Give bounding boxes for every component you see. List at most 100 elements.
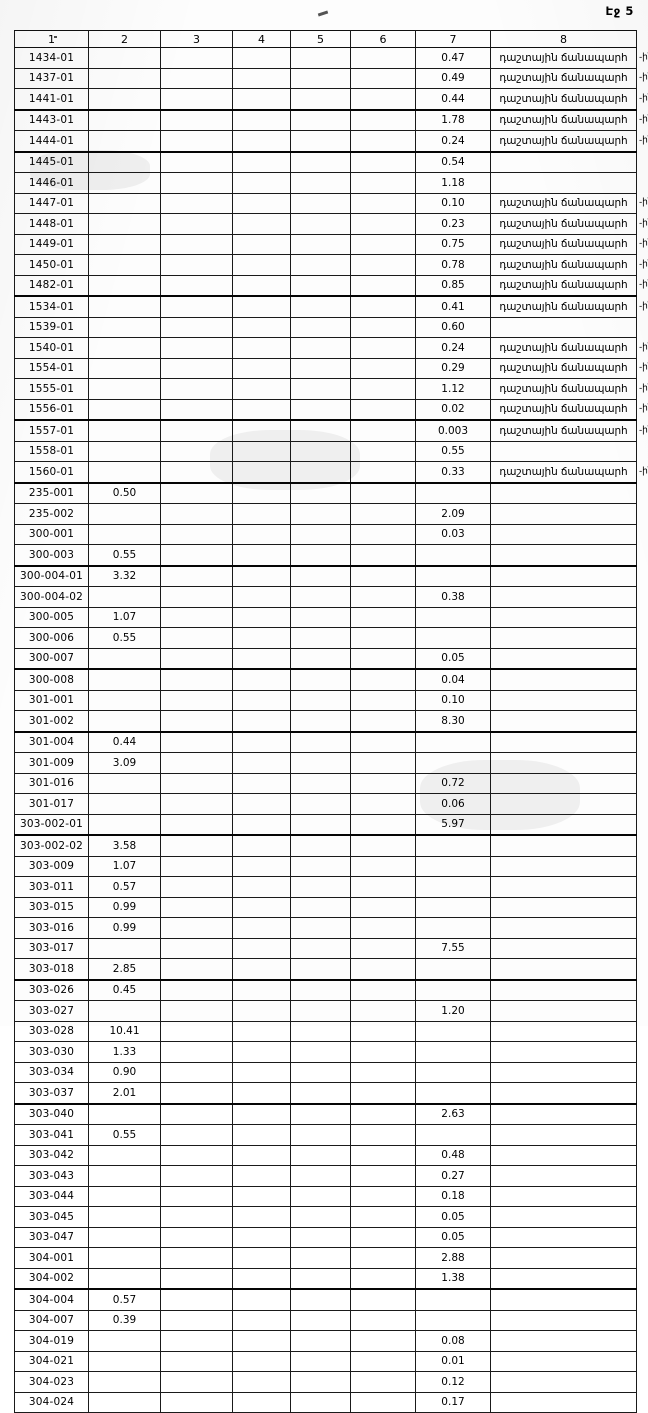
cell-column-7: 2.63 [415, 1102, 491, 1125]
cell-column-3 [160, 1371, 233, 1393]
cell-column-2: 0.55 [88, 627, 161, 649]
cell-description [490, 1082, 637, 1104]
column-header-4: 4 [232, 30, 291, 48]
cell-column-6 [350, 937, 416, 959]
table-row: 303-045 0.05 [14, 1206, 637, 1228]
cell-column-6 [350, 752, 416, 774]
cell-column-2 [88, 295, 161, 318]
table-row: 1444-01 0.24 դաշտային ճանապարհ -ին [14, 130, 648, 152]
cell-description [490, 1288, 637, 1311]
table-row: 300-006 0.55 [14, 627, 637, 649]
cell-column-6 [350, 1330, 416, 1352]
cell-column-4 [232, 1206, 291, 1228]
table-row: 1447-01 0.10 դաշտային ճանապարհ -ին [14, 192, 648, 214]
cell-description [490, 1226, 637, 1248]
cell-parcel-id: 1443-01 [14, 108, 89, 131]
cell-parcel-id: 1556-01 [14, 398, 89, 421]
cell-column-7 [415, 1041, 491, 1063]
cell-column-5 [290, 130, 351, 152]
cell-column-7: 2.88 [415, 1247, 491, 1269]
cell-description: դաշտային ճանապարհ -ին [490, 130, 648, 152]
table-row: 1557-01 0.003 դաշտային ճանապարհ -ին [14, 419, 648, 442]
cell-column-3 [160, 834, 233, 857]
cell-column-4 [232, 1391, 291, 1413]
cell-column-7: 0.23 [415, 213, 491, 235]
cell-column-3 [160, 316, 233, 338]
cell-description [490, 710, 637, 732]
cell-column-3 [160, 793, 233, 815]
cell-column-4 [232, 896, 291, 918]
description-suffix: -ին [639, 301, 648, 312]
cell-column-6 [350, 1391, 416, 1413]
cell-column-4 [232, 1309, 291, 1331]
cell-description: դաշտային ճանապարհ -ին [490, 47, 648, 69]
cell-column-3 [160, 606, 233, 628]
cell-column-6 [350, 172, 416, 194]
cell-column-6 [350, 1020, 416, 1042]
cell-description: դաշտային ճանապարհ -ին [490, 337, 648, 359]
cell-column-7 [415, 752, 491, 774]
cell-description [490, 564, 637, 587]
cell-parcel-id: 1560-01 [14, 461, 89, 483]
cell-column-3 [160, 1206, 233, 1228]
header-row: 1 2 3 4 5 6 7 8 [14, 30, 637, 48]
cell-column-7: 0.55 [415, 440, 491, 462]
cell-description: դաշտային ճանապարհ -ին [490, 213, 648, 235]
cell-column-3 [160, 274, 233, 297]
cell-column-4 [232, 937, 291, 959]
cell-column-3 [160, 937, 233, 959]
cell-column-6 [350, 1124, 416, 1146]
cell-parcel-id: 303-040 [14, 1102, 89, 1125]
cell-column-4 [232, 793, 291, 815]
table-body: 1434-01 0.47 դաշտային ճանապարհ -ին 1437-01 0.… [14, 47, 648, 1413]
cell-parcel-id: 301-001 [14, 689, 89, 711]
cell-column-4 [232, 1061, 291, 1083]
table-row: 1482-01 0.85 դաշտային ճանապարհ -ին [14, 274, 648, 297]
table-row: 1449-01 0.75 դաշտային ճանապարհ -ին [14, 233, 648, 255]
cell-column-7: 0.60 [415, 316, 491, 338]
cell-column-6 [350, 689, 416, 711]
cell-column-7: 0.75 [415, 233, 491, 255]
cell-column-6 [350, 88, 416, 110]
cell-column-5 [290, 564, 351, 587]
cell-column-5 [290, 172, 351, 194]
cell-column-7 [415, 1288, 491, 1311]
description-text: դաշտային ճանապարհ [499, 362, 628, 374]
description-text: դաշտային ճանապարհ [499, 465, 628, 478]
cell-column-3 [160, 958, 233, 980]
cell-parcel-id: 300-003 [14, 544, 89, 566]
cell-column-6 [350, 730, 416, 753]
table-row: 1556-01 0.02 դաշտային ճանապարհ -ին [14, 398, 648, 421]
cell-column-6 [350, 47, 416, 69]
cell-column-2 [88, 689, 161, 711]
cell-column-2 [88, 668, 161, 691]
cell-description [490, 1144, 637, 1166]
cell-column-7: 0.05 [415, 647, 491, 670]
cell-column-6 [350, 1082, 416, 1104]
cell-column-5 [290, 917, 351, 939]
table-row: 301-001 0.10 [14, 689, 637, 711]
cell-parcel-id: 304-007 [14, 1309, 89, 1331]
cell-column-7: 0.24 [415, 130, 491, 152]
cell-column-5 [290, 1041, 351, 1063]
cell-parcel-id: 301-009 [14, 752, 89, 774]
description-text: դաշտային ճանապարհ [499, 424, 628, 437]
cell-column-5 [290, 419, 351, 442]
cell-description: դաշտային ճանապարհ -ին [490, 357, 648, 379]
cell-description: դաշտային ճանապարհ -ին [490, 295, 648, 318]
cell-description [490, 1020, 637, 1042]
cell-column-7 [415, 1082, 491, 1104]
table-row: 1443-01 1.78 դաշտային ճանապարհ -ին [14, 108, 648, 131]
description-suffix: -ին [639, 383, 648, 394]
description-text: դաշտային ճանապարհ [499, 300, 628, 313]
cell-parcel-id: 1445-01 [14, 150, 89, 173]
cell-column-2 [88, 1247, 161, 1269]
cell-column-6 [350, 876, 416, 898]
cell-column-4 [232, 172, 291, 194]
cell-description [490, 440, 637, 462]
cell-parcel-id: 303-011 [14, 876, 89, 898]
table-row: 301-017 0.06 [14, 793, 637, 815]
cell-column-6 [350, 1185, 416, 1207]
cell-column-5 [290, 150, 351, 173]
cell-column-3 [160, 586, 233, 608]
